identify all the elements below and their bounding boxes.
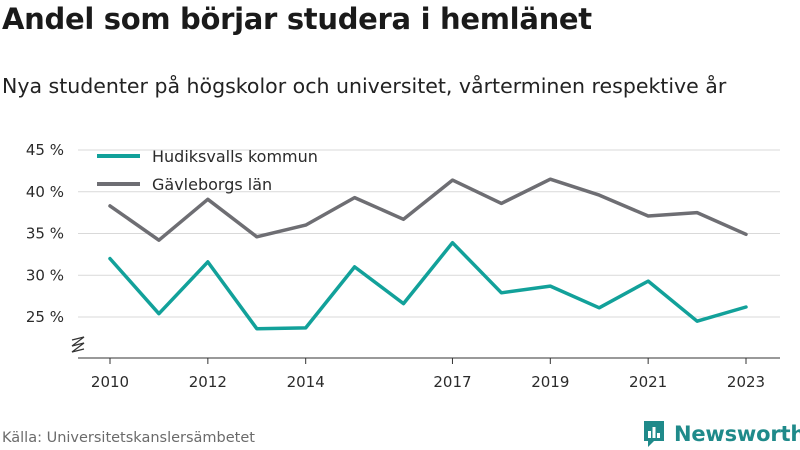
y-tick-label: 25 %	[26, 308, 64, 326]
x-tick-label: 2014	[287, 373, 325, 391]
y-tick-label: 45 %	[26, 141, 64, 159]
x-tick-label: 2010	[91, 373, 129, 391]
chart-subtitle: Nya studenter på högskolor och universit…	[2, 74, 727, 98]
brand-logo: Newsworthy	[642, 418, 800, 450]
series-line-2	[108, 177, 748, 242]
x-tick-label: 2012	[189, 373, 227, 391]
newsworthy-logo-icon	[644, 421, 664, 447]
brand-name: Newsworthy	[674, 422, 800, 446]
series-line-1	[108, 240, 748, 331]
axis-break-icon	[71, 336, 85, 353]
x-tick-label: 2021	[629, 373, 667, 391]
y-tick-label: 35 %	[26, 225, 64, 243]
legend-label: Gävleborgs län	[152, 175, 272, 194]
x-tick-label: 2019	[531, 373, 569, 391]
legend-label: Hudiksvalls kommun	[152, 147, 318, 166]
source-note: Källa: Universitetskanslersämbetet	[2, 430, 255, 446]
x-tick-label: 2023	[727, 373, 765, 391]
y-tick-label: 40 %	[26, 183, 64, 201]
chart-title: Andel som börjar studera i hemlänet	[2, 2, 592, 36]
x-tick-label: 2017	[433, 373, 471, 391]
y-tick-label: 30 %	[26, 266, 64, 284]
